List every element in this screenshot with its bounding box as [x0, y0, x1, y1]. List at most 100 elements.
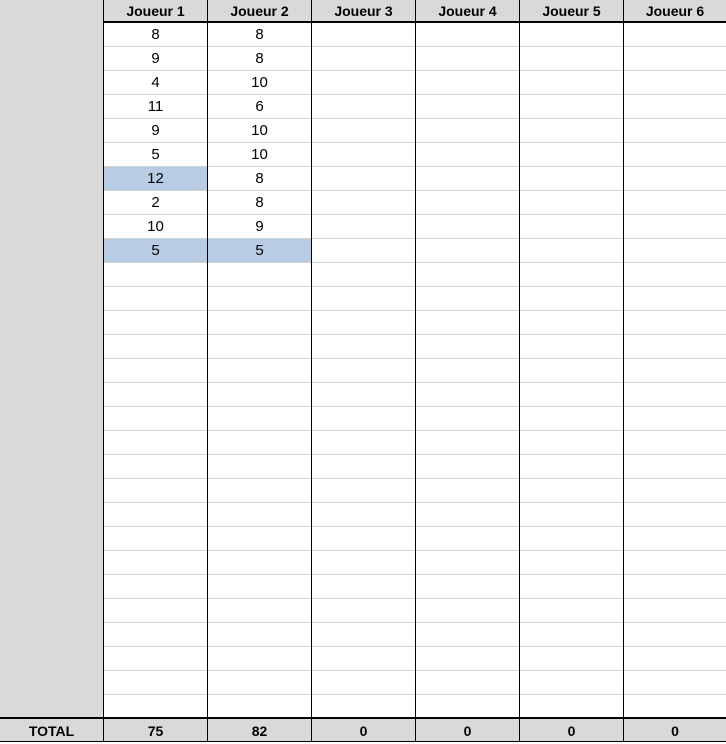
score-cell[interactable]	[104, 287, 207, 311]
score-cell[interactable]	[312, 215, 415, 239]
score-cell[interactable]	[624, 431, 726, 455]
score-cell[interactable]	[520, 503, 623, 527]
score-cell[interactable]	[312, 359, 415, 383]
score-cell[interactable]	[520, 167, 623, 191]
score-cell[interactable]	[104, 431, 207, 455]
score-cell[interactable]	[104, 695, 207, 719]
score-cell[interactable]	[624, 623, 726, 647]
score-cell[interactable]	[312, 503, 415, 527]
score-cell[interactable]	[416, 287, 519, 311]
score-cell[interactable]	[416, 167, 519, 191]
column-header[interactable]: Joueur 2	[208, 0, 311, 23]
score-cell[interactable]	[312, 479, 415, 503]
total-cell[interactable]: 0	[519, 719, 623, 742]
score-cell[interactable]	[416, 335, 519, 359]
score-cell[interactable]	[104, 407, 207, 431]
score-cell[interactable]	[416, 599, 519, 623]
score-cell[interactable]: 4	[104, 71, 207, 95]
score-cell[interactable]	[416, 119, 519, 143]
score-cell[interactable]	[208, 335, 311, 359]
column-header[interactable]: Joueur 3	[312, 0, 415, 23]
score-cell[interactable]	[312, 575, 415, 599]
score-cell[interactable]	[416, 191, 519, 215]
score-cell[interactable]	[624, 695, 726, 719]
score-cell[interactable]	[208, 527, 311, 551]
score-cell[interactable]	[520, 143, 623, 167]
column-header[interactable]: Joueur 1	[104, 0, 207, 23]
score-cell[interactable]	[520, 551, 623, 575]
score-cell[interactable]	[624, 527, 726, 551]
score-cell[interactable]	[208, 263, 311, 287]
score-cell[interactable]	[520, 263, 623, 287]
score-cell[interactable]	[416, 95, 519, 119]
score-cell[interactable]: 10	[208, 119, 311, 143]
score-cell[interactable]	[416, 671, 519, 695]
score-cell[interactable]: 9	[104, 119, 207, 143]
score-cell[interactable]	[624, 647, 726, 671]
score-cell[interactable]	[520, 191, 623, 215]
score-cell[interactable]	[208, 455, 311, 479]
score-cell[interactable]	[416, 215, 519, 239]
score-cell[interactable]: 12	[104, 167, 207, 191]
score-cell[interactable]	[416, 431, 519, 455]
score-cell[interactable]	[520, 599, 623, 623]
score-cell[interactable]	[624, 335, 726, 359]
score-cell[interactable]	[624, 263, 726, 287]
score-cell[interactable]	[208, 431, 311, 455]
score-cell[interactable]	[416, 311, 519, 335]
score-cell[interactable]	[104, 599, 207, 623]
score-cell[interactable]	[416, 623, 519, 647]
score-cell[interactable]	[520, 359, 623, 383]
score-cell[interactable]	[520, 575, 623, 599]
score-cell[interactable]	[312, 599, 415, 623]
total-cell[interactable]: 0	[623, 719, 726, 742]
score-cell[interactable]	[416, 263, 519, 287]
score-cell[interactable]	[520, 623, 623, 647]
score-cell[interactable]: 8	[208, 167, 311, 191]
score-cell[interactable]	[520, 287, 623, 311]
score-cell[interactable]	[520, 671, 623, 695]
score-cell[interactable]	[312, 143, 415, 167]
score-cell[interactable]	[520, 95, 623, 119]
score-cell[interactable]	[208, 623, 311, 647]
score-cell[interactable]	[208, 311, 311, 335]
score-cell[interactable]	[208, 383, 311, 407]
score-cell[interactable]	[208, 503, 311, 527]
score-cell[interactable]	[312, 695, 415, 719]
total-cell[interactable]: 0	[415, 719, 519, 742]
score-cell[interactable]: 8	[104, 23, 207, 47]
score-cell[interactable]	[104, 359, 207, 383]
score-cell[interactable]	[520, 119, 623, 143]
score-cell[interactable]	[208, 575, 311, 599]
column-header[interactable]: Joueur 5	[520, 0, 623, 23]
score-cell[interactable]	[416, 143, 519, 167]
score-cell[interactable]: 10	[104, 215, 207, 239]
score-cell[interactable]	[624, 479, 726, 503]
score-cell[interactable]	[624, 191, 726, 215]
score-cell[interactable]: 5	[208, 239, 311, 263]
score-cell[interactable]	[312, 311, 415, 335]
score-cell[interactable]	[520, 23, 623, 47]
score-cell[interactable]	[208, 407, 311, 431]
score-cell[interactable]	[624, 359, 726, 383]
score-cell[interactable]	[624, 143, 726, 167]
score-cell[interactable]: 5	[104, 239, 207, 263]
score-cell[interactable]: 8	[208, 191, 311, 215]
score-cell[interactable]	[312, 191, 415, 215]
total-cell[interactable]: 0	[311, 719, 415, 742]
score-cell[interactable]	[312, 287, 415, 311]
score-cell[interactable]	[104, 527, 207, 551]
score-cell[interactable]	[520, 239, 623, 263]
score-cell[interactable]	[208, 695, 311, 719]
score-cell[interactable]	[104, 551, 207, 575]
score-cell[interactable]	[104, 479, 207, 503]
score-cell[interactable]	[104, 575, 207, 599]
score-cell[interactable]	[416, 47, 519, 71]
score-cell[interactable]	[312, 407, 415, 431]
column-header[interactable]: Joueur 4	[416, 0, 519, 23]
score-cell[interactable]: 9	[104, 47, 207, 71]
score-cell[interactable]	[416, 479, 519, 503]
score-cell[interactable]: 10	[208, 143, 311, 167]
score-cell[interactable]	[520, 335, 623, 359]
score-cell[interactable]	[416, 23, 519, 47]
